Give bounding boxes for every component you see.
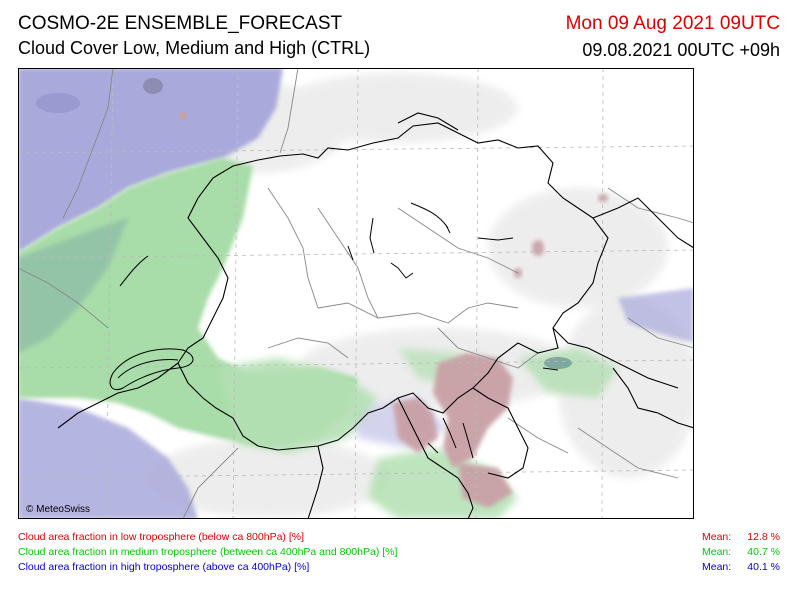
low-cloud-area bbox=[179, 112, 608, 508]
medium-cloud-area bbox=[18, 158, 618, 519]
mean-low-label: Mean: bbox=[702, 531, 732, 543]
legend-low-cloud: Cloud area fraction in low troposphere (… bbox=[18, 531, 304, 543]
map-frame bbox=[18, 68, 694, 519]
valid-time: Mon 09 Aug 2021 09UTC bbox=[565, 13, 780, 34]
chart-title: COSMO-2E ENSEMBLE_FORECAST bbox=[18, 13, 343, 34]
regional-borders bbox=[18, 68, 694, 519]
legend-medium-cloud: Cloud area fraction in medium tropospher… bbox=[18, 546, 398, 558]
copyright-label: © MeteoSwiss bbox=[26, 504, 90, 515]
mean-high-cloud: Mean: 40.1 % bbox=[702, 561, 780, 573]
lakes bbox=[109, 202, 559, 459]
country-borders bbox=[57, 112, 694, 519]
mean-medium-cloud: Mean: 40.7 % bbox=[702, 546, 780, 558]
high-cloud-area bbox=[18, 68, 694, 519]
mean-low-value: 12.8 % bbox=[747, 531, 780, 543]
cloud-cover-map: © MeteoSwiss bbox=[18, 68, 694, 519]
mean-high-label: Mean: bbox=[702, 561, 732, 573]
run-time: 09.08.2021 00UTC +09h bbox=[582, 40, 780, 60]
mean-medium-value: 40.7 % bbox=[747, 546, 780, 558]
chart-subtitle: Cloud Cover Low, Medium and High (CTRL) bbox=[18, 38, 371, 58]
mean-medium-label: Mean: bbox=[702, 546, 732, 558]
mean-low-cloud: Mean: 12.8 % bbox=[702, 531, 780, 543]
mean-high-value: 40.1 % bbox=[747, 561, 780, 573]
legend-high-cloud: Cloud area fraction in high troposphere … bbox=[18, 561, 310, 573]
